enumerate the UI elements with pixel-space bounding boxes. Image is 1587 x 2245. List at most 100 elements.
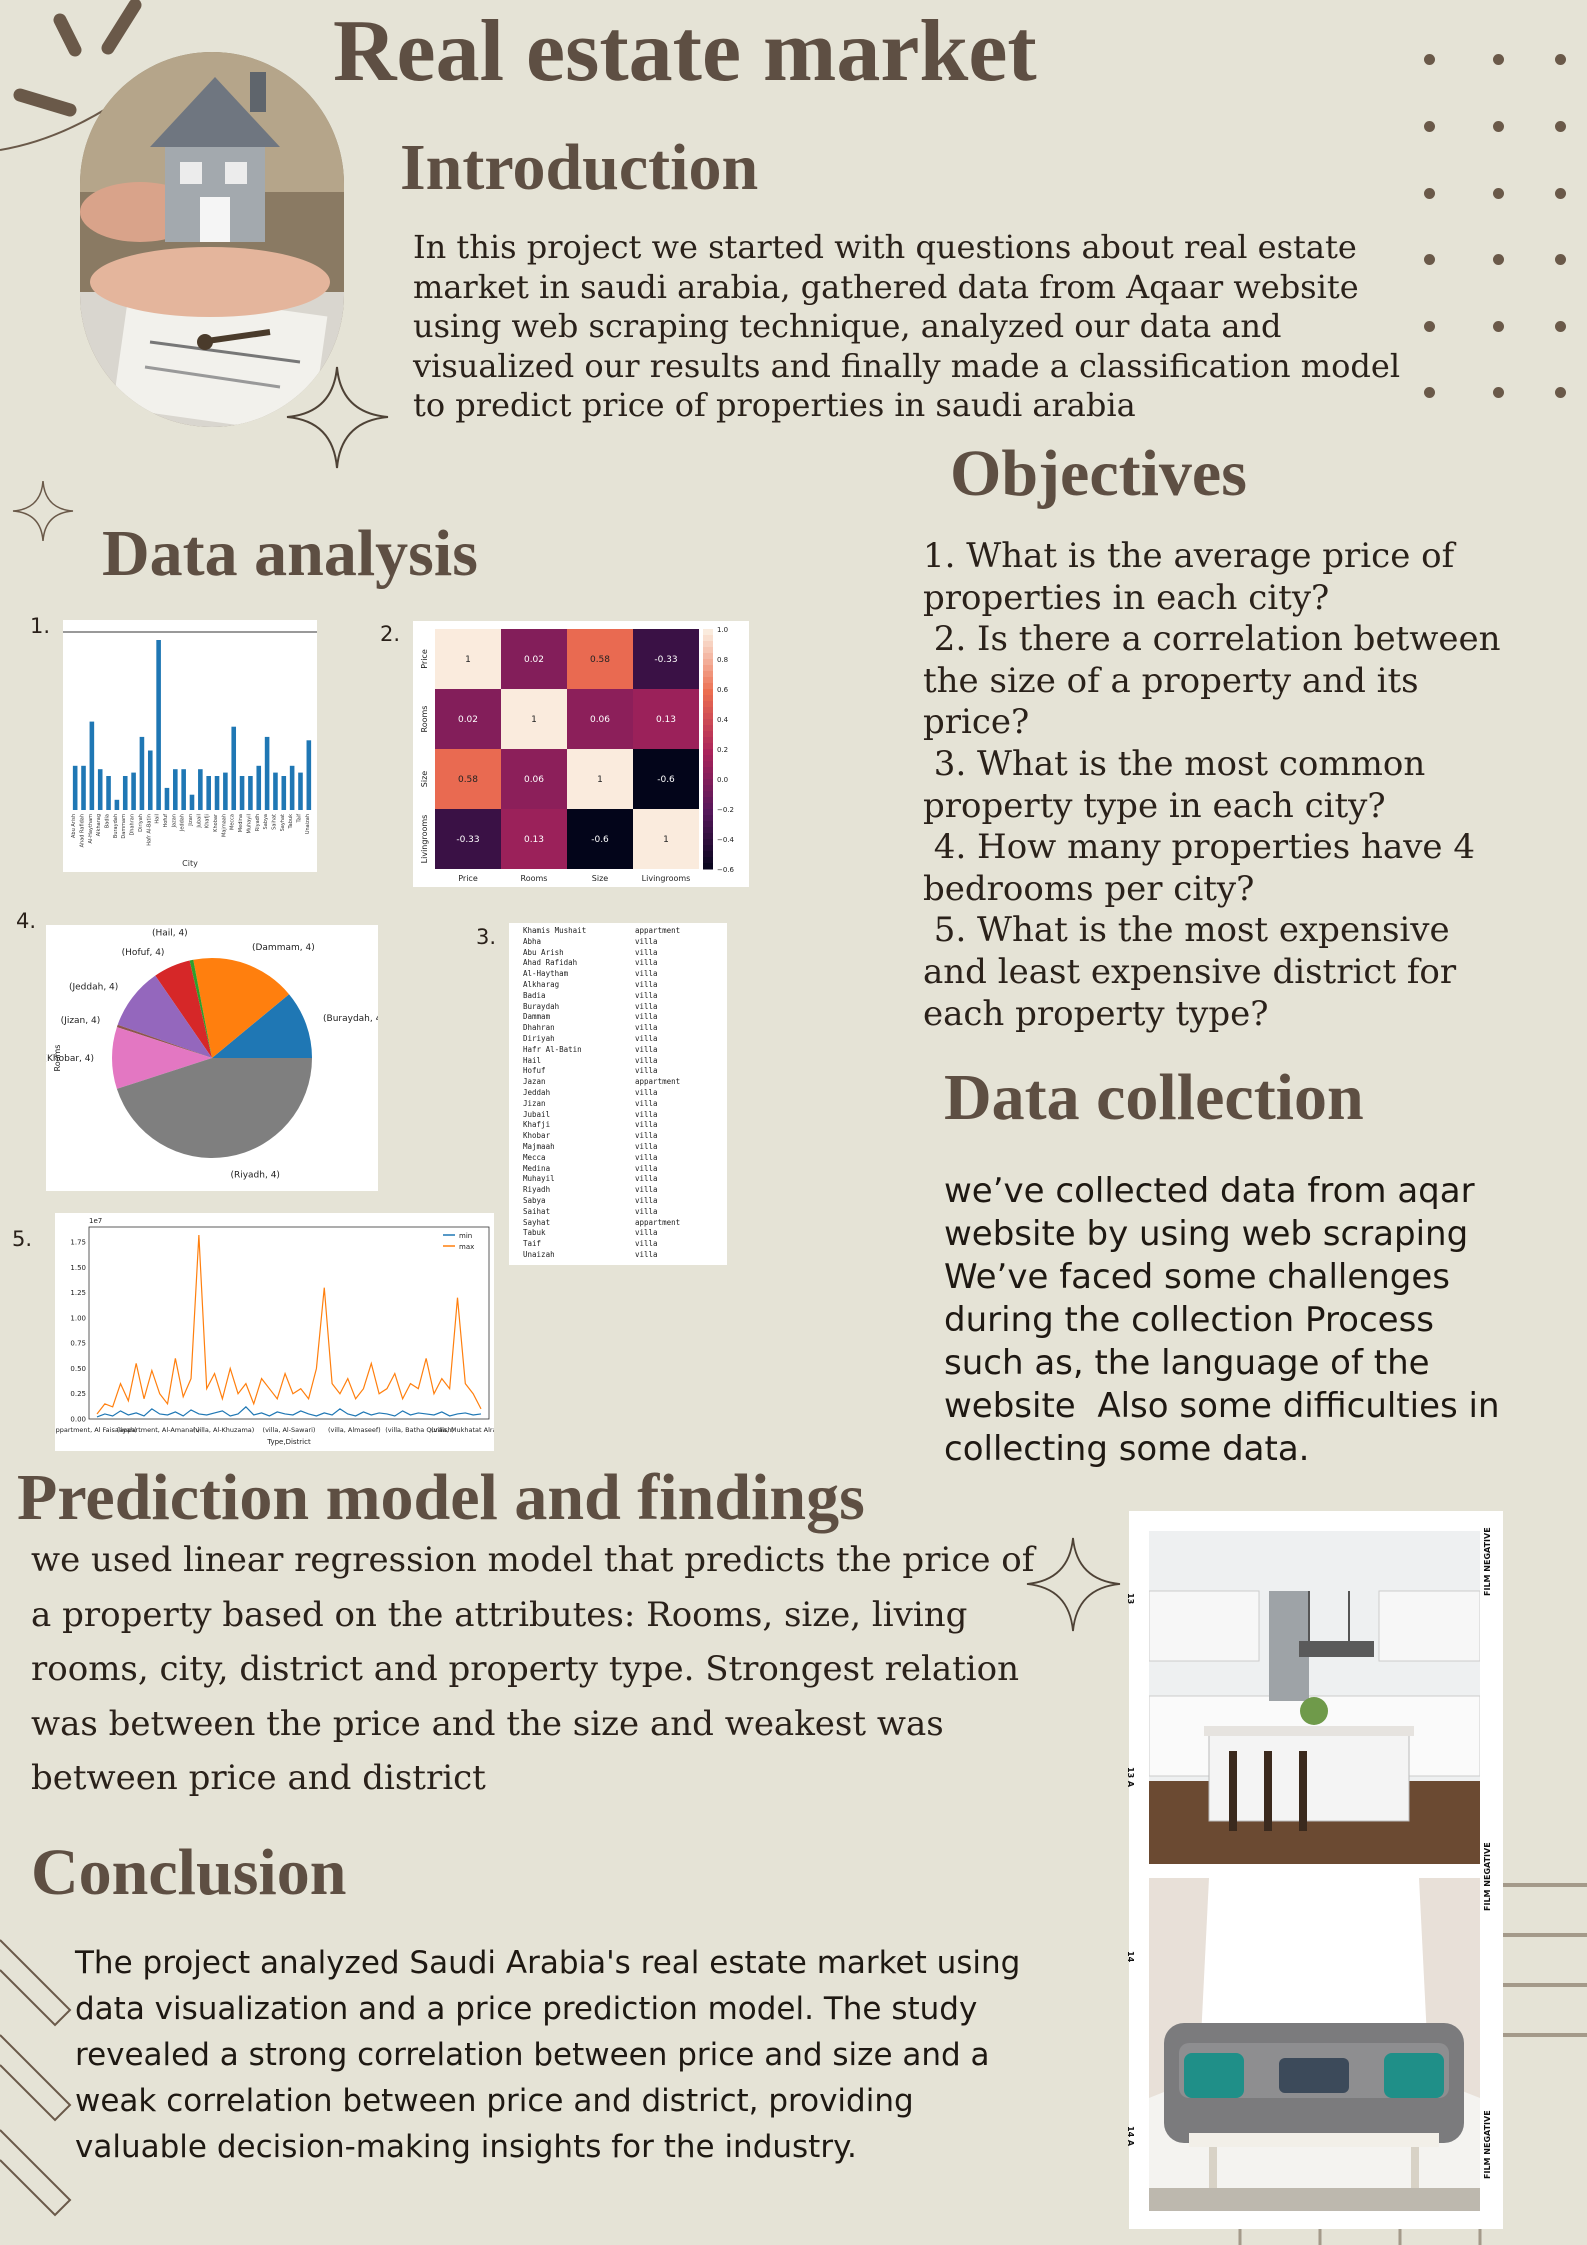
- film-frame-label: 13 A: [1126, 1767, 1135, 1788]
- colorbar-segment: [703, 695, 713, 702]
- collection-line: during the collection Process: [944, 1300, 1435, 1340]
- city-cell: Unaizah: [523, 1249, 555, 1259]
- objective-line: price?: [923, 702, 1030, 743]
- prediction-line: was between the price and the size and w…: [31, 1703, 944, 1744]
- film-strip: FILM NEGATIVE FILM NEGATIVE FILM NEGATIV…: [1126, 1511, 1503, 2229]
- cell-label: 0.58: [458, 775, 478, 785]
- x-tick-label: (villa, Al-Khuzama): [193, 1426, 254, 1434]
- collection-line: such as, the language of the: [944, 1343, 1430, 1383]
- data-collection-text: we’ve collected data from aqar website b…: [944, 1170, 1500, 1471]
- pie-slice: [193, 958, 290, 1058]
- type-cell: appartment: [635, 1217, 681, 1227]
- city-cell: Mecca: [523, 1152, 546, 1162]
- table-row: Jazan appartment: [523, 1077, 680, 1088]
- colorbar-segment: [703, 785, 713, 792]
- pie-label: (Hofuf, 4): [122, 948, 165, 958]
- city-cell: Sabya: [523, 1195, 546, 1205]
- colorbar-tick: 0.2: [717, 746, 728, 754]
- sparkle-star-prediction-icon: [1026, 1537, 1121, 1632]
- chart-district-price-line: 1e7 0.00 0.25 0.50 0.75 1.00 1.25 1.50 1.75 min ma…: [55, 1213, 494, 1451]
- city-cell: Taif: [523, 1239, 542, 1249]
- collection-line: website by using web scraping: [944, 1214, 1469, 1254]
- table-row: Majmaah villa: [523, 1142, 680, 1153]
- objective-line: and least expensive district for: [923, 951, 1457, 992]
- table-row: Dammam villa: [523, 1012, 680, 1023]
- table-row: Hafr Al-Batin villa: [523, 1045, 680, 1056]
- introduction-heading: Introduction: [400, 131, 759, 204]
- series-line: [96, 1235, 482, 1415]
- objective-line: each property type?: [923, 993, 1269, 1034]
- colorbar-segment: [703, 797, 713, 804]
- x-tick-label: Unaizah: [305, 814, 311, 834]
- colorbar-segment: [703, 629, 713, 636]
- pie-label: (Khobar, 4): [46, 1054, 94, 1064]
- heatmap-cell: [501, 629, 567, 689]
- colorbar-segment: [703, 677, 713, 684]
- objective-line: 4. How many properties have 4: [923, 827, 1475, 868]
- x-tick-label: Badia: [105, 814, 111, 828]
- prediction-line: rooms, city, district and property type.…: [31, 1649, 1019, 1689]
- x-tick-label: Hofuf: [163, 814, 169, 828]
- objectives-text: 1. What is the average price of properti…: [923, 536, 1500, 1035]
- conclusion-line: weak correlation between price and distr…: [75, 2083, 914, 2119]
- bar: [139, 736, 145, 810]
- dot-grid-decoration: [1424, 54, 1566, 404]
- x-tick-label: Jubail: [196, 814, 202, 829]
- colorbar-segment: [703, 845, 713, 852]
- city-cell: Majmaah: [523, 1141, 555, 1151]
- x-tick-label: (appartment, Al-Amanah): [117, 1426, 200, 1434]
- city-cell: Tabuk: [523, 1228, 546, 1238]
- pie-slice: [117, 975, 212, 1058]
- type-cell: villa: [635, 1239, 658, 1249]
- city-cell: Hafr Al-Batin: [523, 1044, 582, 1054]
- colorbar-segment: [703, 725, 713, 732]
- table-row: Dhahran villa: [523, 1023, 680, 1034]
- colorbar-tick: 0.4: [717, 716, 729, 724]
- colorbar-segment: [703, 761, 713, 768]
- colorbar-segment: [703, 713, 713, 720]
- pie-label: (Hail, 4): [152, 929, 188, 939]
- bar: [147, 750, 153, 810]
- type-cell: villa: [635, 979, 658, 989]
- x-tick-label: Jizan: [188, 814, 194, 827]
- x-tick-label: Sabya: [263, 814, 269, 829]
- bar: [198, 769, 203, 810]
- x-tick-label: (appartment, Al Faisaliyah): [55, 1426, 137, 1434]
- city-cell: Jazan: [523, 1077, 546, 1087]
- colorbar-segment: [703, 749, 713, 756]
- x-tick-label: Jeddah: [180, 814, 186, 832]
- type-cell: villa: [635, 1195, 658, 1205]
- bar: [273, 772, 278, 810]
- chart-correlation-heatmap: 1 0.02 0.58 -0.33 0.02 1 0.06 0.13 0.58 0.06 1 -0.6…: [413, 621, 749, 887]
- type-cell: appartment: [635, 1077, 681, 1087]
- colorbar-segment: [703, 689, 713, 696]
- colorbar-segment: [703, 671, 713, 678]
- city-cell: Dhahran: [523, 1023, 555, 1033]
- table-row: Jizan villa: [523, 1099, 680, 1110]
- pie-label: (Buraydah, 4): [323, 1014, 378, 1024]
- column-label: Livingrooms: [642, 874, 691, 883]
- x-tick-label: Riyadh: [255, 814, 261, 831]
- x-tick-label: Al-Haytham: [88, 814, 94, 844]
- introduction-line: market in saudi arabia, gathered data fr…: [413, 267, 1359, 306]
- type-cell: villa: [635, 1163, 658, 1173]
- x-tick-label: Ahad Rafidah: [80, 814, 86, 847]
- film-side-label: FILM NEGATIVE: [1483, 1527, 1492, 1596]
- introduction-text: In this project we started with question…: [413, 228, 1400, 426]
- bar: [256, 765, 262, 810]
- bar: [81, 765, 86, 810]
- colorbar-segment: [703, 839, 713, 846]
- y-tick-label: 0.00: [70, 1416, 86, 1424]
- bar: [214, 776, 220, 810]
- heatmap-cell: [435, 629, 501, 689]
- table-row: Alkharag villa: [523, 980, 680, 991]
- type-cell: villa: [635, 990, 658, 1000]
- colorbar-segment: [703, 827, 713, 834]
- series-line: [96, 1406, 482, 1418]
- colorbar-segment: [703, 647, 713, 654]
- table-row: Abu Arish villa: [523, 948, 680, 959]
- film-side-label: FILM NEGATIVE: [1483, 2110, 1492, 2179]
- x-tick-label: Saihat: [271, 814, 277, 830]
- type-cell: villa: [635, 1109, 658, 1119]
- chart-number-2: 2.: [380, 622, 401, 646]
